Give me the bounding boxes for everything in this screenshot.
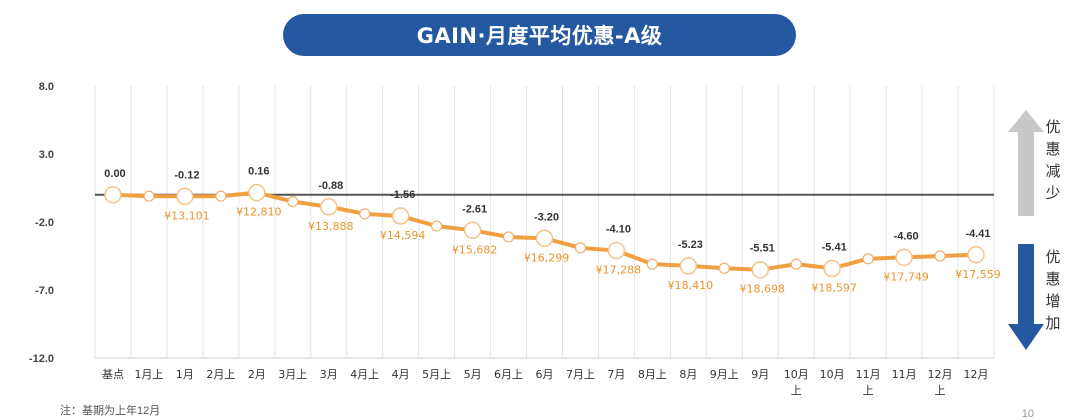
data-point (535, 229, 554, 248)
value-label: -4.41 (965, 228, 990, 240)
value-label: -5.23 (678, 239, 703, 251)
x-tick-label: 8月 (679, 368, 697, 381)
data-point (359, 208, 371, 220)
value-label: -5.51 (750, 243, 775, 255)
value-label: -0.88 (318, 180, 343, 192)
value-label: -4.60 (894, 230, 919, 242)
x-tick-label: 8月上 (638, 368, 667, 381)
data-point (176, 187, 194, 206)
x-tick-label: 12月 (964, 368, 989, 381)
x-tick-label: 10月 (820, 368, 845, 381)
price-label: ¥13,101 (164, 209, 210, 222)
price-label: ¥14,594 (380, 229, 426, 242)
price-label: ¥17,749 (883, 270, 929, 283)
side-label-increase: 优惠增加 (1045, 248, 1061, 332)
data-point (646, 258, 658, 270)
y-axis: 8.0 3.0 -2.0 -7.0 -12.0 (29, 81, 54, 365)
price-label: ¥18,597 (811, 281, 857, 294)
data-point (287, 196, 299, 208)
x-tick-label: 1月上 (134, 368, 163, 381)
x-tick-label: 9月上 (710, 368, 739, 381)
value-label: -5.41 (822, 241, 847, 253)
price-label: ¥18,410 (668, 279, 714, 292)
x-tick-label: 5月 (464, 368, 482, 381)
data-point (143, 190, 155, 202)
x-tick-label: 2月上 (206, 368, 235, 381)
value-label: -4.10 (606, 224, 631, 236)
data-point (431, 220, 443, 232)
data-point (823, 259, 841, 278)
price-label: ¥15,682 (452, 243, 498, 256)
x-tick-label: 3月上 (278, 368, 307, 381)
price-label: ¥13,888 (308, 220, 354, 233)
value-label: -0.12 (174, 169, 199, 181)
x-tick-label: 4月上 (350, 368, 379, 381)
x-tick-label: 4月 (392, 368, 410, 381)
side-label-decrease: 优惠减少 (1045, 118, 1061, 202)
data-point (718, 262, 730, 274)
price-label: ¥17,288 (596, 264, 642, 277)
x-tick-label: 12月 (928, 368, 953, 381)
x-tick-label: 基点 (102, 368, 124, 381)
data-point (967, 246, 985, 264)
x-tick-label: 上 (935, 384, 946, 397)
y-tick-label: -2.0 (35, 217, 54, 229)
value-label: -3.20 (534, 211, 559, 223)
data-point (391, 207, 410, 225)
data-point (502, 231, 515, 243)
x-tick-label: 2月 (248, 368, 266, 381)
up-arrow-icon (1008, 110, 1044, 216)
chart-title-banner: GAIN·月度平均优惠-A级 (283, 14, 796, 56)
x-tick-label: 1月 (176, 368, 194, 381)
data-point (862, 253, 874, 265)
data-point (934, 250, 946, 262)
x-tick-label: 上 (791, 384, 802, 397)
data-point (607, 241, 626, 260)
price-label: ¥16,299 (524, 251, 570, 264)
chart-grid (94, 86, 995, 359)
value-label: 0.00 (104, 168, 125, 180)
x-tick-label: 11月 (892, 368, 917, 381)
footnote: 注：基期为上年12月 (60, 405, 161, 417)
data-series (104, 183, 985, 279)
page-number: 10 (1021, 408, 1034, 420)
y-tick-label: -7.0 (35, 285, 54, 297)
y-tick-label: 8.0 (39, 81, 54, 93)
value-label: -1.56 (390, 189, 415, 201)
data-point (895, 248, 913, 267)
x-tick-label: 10月 (784, 368, 809, 381)
value-label: 0.16 (248, 166, 269, 178)
x-tick-label: 11月 (856, 368, 881, 381)
x-tick-label: 7月 (607, 368, 625, 381)
down-arrow-icon (1008, 244, 1044, 350)
y-tick-label: -12.0 (29, 353, 54, 365)
price-label: ¥17,559 (955, 268, 1001, 281)
price-label: ¥18,698 (740, 283, 786, 296)
data-point (215, 190, 227, 202)
data-point (104, 186, 122, 204)
price-label: ¥12,810 (236, 206, 282, 219)
x-tick-label: 上 (863, 384, 874, 397)
data-point (790, 258, 802, 270)
data-point (751, 260, 770, 279)
x-tick-label: 5月上 (422, 368, 451, 381)
y-tick-label: 3.0 (39, 149, 54, 161)
x-tick-label: 7月上 (566, 368, 595, 381)
data-point (679, 257, 698, 275)
x-axis: 基点 1月上 1月 2月上 2月 3月上 3月 4月上 4月 5月上 5月 6月上 6月 7月上 7月 8月上… (102, 368, 989, 397)
x-tick-label: 9月 (751, 368, 769, 381)
x-tick-label: 3月 (320, 368, 338, 381)
x-tick-label: 6月 (536, 368, 554, 381)
data-point (463, 221, 482, 240)
data-labels: 0.00 -0.12 0.16 -0.88 -1.56 -2.61 -3.20 -4.10 -5… (104, 166, 1001, 296)
data-point (319, 198, 338, 216)
value-label: -2.61 (462, 203, 487, 215)
data-point (574, 242, 587, 254)
data-point (248, 183, 266, 202)
x-tick-label: 6月上 (494, 368, 523, 381)
